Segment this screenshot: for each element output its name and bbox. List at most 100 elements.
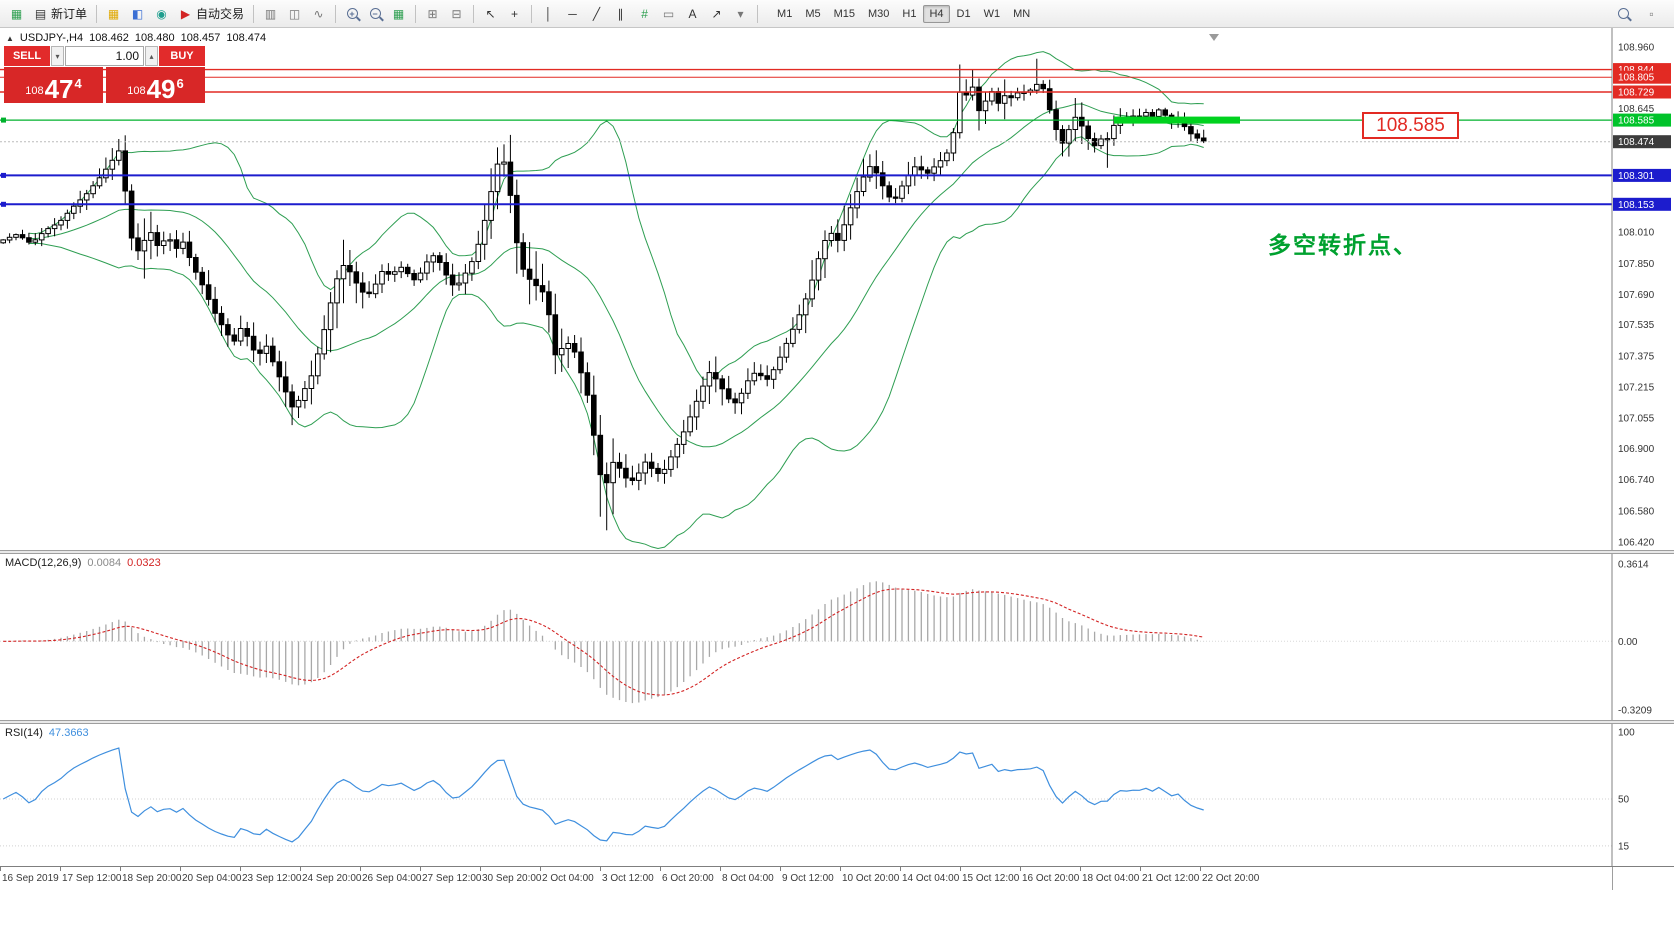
bar-chart-icon: ▥ — [264, 6, 277, 21]
main-chart[interactable]: 108.960 108.645 108.010 107.850 107.690 107.5… — [0, 28, 1674, 550]
cursor-icon: ↖ — [485, 6, 496, 21]
arrow-tool-icon: ↗ — [711, 6, 722, 21]
shapes-icon: ▭ — [662, 6, 675, 21]
market-watch-button[interactable]: ▦ — [102, 3, 125, 25]
autotrading-button[interactable]: ▶ 自动交易 — [174, 3, 248, 25]
box-icon: ▫ — [1649, 6, 1654, 21]
svg-text:108.153: 108.153 — [1618, 200, 1655, 211]
time-tick — [780, 867, 781, 871]
timeframe-mn[interactable]: MN — [1013, 7, 1031, 20]
time-tick — [1200, 867, 1201, 871]
timeframe-m15[interactable]: M15 — [833, 7, 855, 20]
zoom-in-button[interactable]: + — [341, 3, 363, 25]
time-tick — [600, 867, 601, 871]
line-handle[interactable] — [1, 172, 6, 178]
timeframe-h4[interactable]: H4 — [923, 4, 950, 23]
svg-text:107.690: 107.690 — [1618, 290, 1655, 301]
zoom-out-button[interactable]: − — [364, 3, 386, 25]
time-tick — [960, 867, 961, 871]
svg-text:50: 50 — [1618, 795, 1630, 806]
macd-signal-line — [3, 588, 1204, 696]
cascade-windows-button[interactable]: ⊟ — [445, 3, 468, 25]
timeframe-d1[interactable]: D1 — [956, 7, 971, 20]
data-window-button[interactable]: ◧ — [126, 3, 149, 25]
timeframe-m5[interactable]: M5 — [805, 7, 821, 20]
time-label: 21 Oct 12:00 — [1142, 873, 1200, 884]
horizontal-line-button[interactable]: ─ — [561, 3, 584, 25]
tile-windows-button[interactable]: ⊞ — [421, 3, 444, 25]
crosshair-button[interactable]: + — [503, 3, 526, 25]
svg-text:-0.3209: -0.3209 — [1618, 706, 1652, 717]
sell-dropdown-icon[interactable]: ▾ — [51, 46, 64, 66]
search-button[interactable] — [1612, 3, 1634, 25]
arrows-tool-button[interactable]: ↗ — [705, 3, 728, 25]
volume-input[interactable] — [65, 46, 144, 66]
sell-button[interactable]: SELL — [4, 46, 50, 66]
current-price-label: 108.474 — [1613, 135, 1671, 149]
candle-chart-button[interactable]: ◫ — [283, 3, 306, 25]
line-handle[interactable] — [1, 201, 6, 207]
more-tools-button[interactable]: ▾ — [729, 3, 752, 25]
new-order-label: 新订单 — [51, 7, 88, 21]
charts-menu-button[interactable]: ▦ — [5, 3, 28, 25]
macd-scale[interactable]: 0.3614 0.00 -0.3209 — [1618, 560, 1652, 717]
timeframe-m30[interactable]: M30 — [868, 7, 890, 20]
ohlc-open: 108.462 — [89, 32, 129, 44]
trendline-button[interactable]: ╱ — [585, 3, 608, 25]
timeframe-w1[interactable]: W1 — [983, 7, 1001, 20]
time-label: 24 Sep 20:00 — [302, 873, 362, 884]
macd-value-main: 0.0084 — [87, 557, 122, 569]
time-label: 9 Oct 12:00 — [782, 873, 834, 884]
svg-text:106.420: 106.420 — [1618, 538, 1655, 549]
chart-shift-marker[interactable] — [1209, 34, 1219, 41]
price-label-108.729: 108.729 — [1613, 85, 1671, 99]
time-tick — [0, 867, 1, 871]
app-chart-icon: ▦ — [10, 6, 23, 21]
vertical-line-button[interactable]: │ — [537, 3, 560, 25]
svg-text:108.805: 108.805 — [1618, 73, 1655, 84]
line-handle[interactable] — [1, 117, 6, 123]
toolbar-right-group: ▫ — [1612, 3, 1669, 25]
shapes-button[interactable]: ▭ — [657, 3, 680, 25]
fibonacci-button[interactable]: # — [633, 3, 656, 25]
text-tool-button[interactable]: A — [681, 3, 704, 25]
grid-button[interactable]: ▦ — [387, 3, 410, 25]
sell-price-button[interactable]: 108 47 4 — [4, 67, 103, 103]
line-chart-button[interactable]: ∿ — [307, 3, 330, 25]
rsi-scale[interactable]: 100 50 15 — [1618, 728, 1635, 853]
symbol-title: USDJPY-,H4 — [19, 32, 84, 44]
data-window-icon: ◧ — [131, 6, 144, 21]
channel-button[interactable]: ∥ — [609, 3, 632, 25]
panel-divider[interactable] — [0, 720, 1674, 724]
highlight-segment[interactable] — [1114, 116, 1240, 124]
bar-chart-button[interactable]: ▥ — [259, 3, 282, 25]
volume-spinner-icon[interactable]: ▴ — [145, 46, 158, 66]
price-scale[interactable]: 108.960 108.645 108.010 107.850 107.690 107.5… — [1618, 43, 1655, 549]
extra-button[interactable]: ▫ — [1640, 3, 1663, 25]
rsi-panel: 100 50 15 — [0, 724, 1674, 866]
trendline-icon: ╱ — [592, 6, 601, 21]
buy-button[interactable]: BUY — [159, 46, 205, 66]
time-tick — [660, 867, 661, 871]
autotrading-icon: ▶ — [180, 6, 191, 21]
timeframe-m1[interactable]: M1 — [777, 7, 793, 20]
autotrading-label: 自动交易 — [196, 7, 245, 21]
price-callout-box[interactable]: 108.585 — [1362, 112, 1459, 139]
new-order-button[interactable]: ▤ 新订单 — [29, 3, 91, 25]
time-axis[interactable]: 16 Sep 2019 17 Sep 12:00 18 Sep 20:00 20 Se… — [0, 866, 1674, 891]
symbol-legend[interactable]: ▲ USDJPY-,H4 108.462 108.480 108.457 108… — [6, 32, 266, 44]
ohlc-low: 108.457 — [180, 32, 221, 44]
macd-header: MACD(12,26,9) 0.0084 0.0323 — [5, 557, 161, 569]
chart-expand-icon[interactable]: ▲ — [6, 33, 14, 43]
time-label: 16 Oct 20:00 — [1022, 873, 1080, 884]
chart-annotation[interactable]: 多空转折点、 — [1268, 232, 1418, 258]
market-watch-icon: ▦ — [107, 6, 120, 21]
rsi-chart[interactable]: 100 50 15 — [0, 724, 1674, 866]
timeframe-h1[interactable]: H1 — [902, 7, 917, 20]
cursor-button[interactable]: ↖ — [479, 3, 502, 25]
navigator-button[interactable]: ◉ — [150, 3, 173, 25]
panel-divider[interactable] — [0, 550, 1674, 554]
macd-chart[interactable]: 0.3614 0.00 -0.3209 — [0, 554, 1674, 720]
buy-price-button[interactable]: 108 49 6 — [106, 67, 205, 103]
